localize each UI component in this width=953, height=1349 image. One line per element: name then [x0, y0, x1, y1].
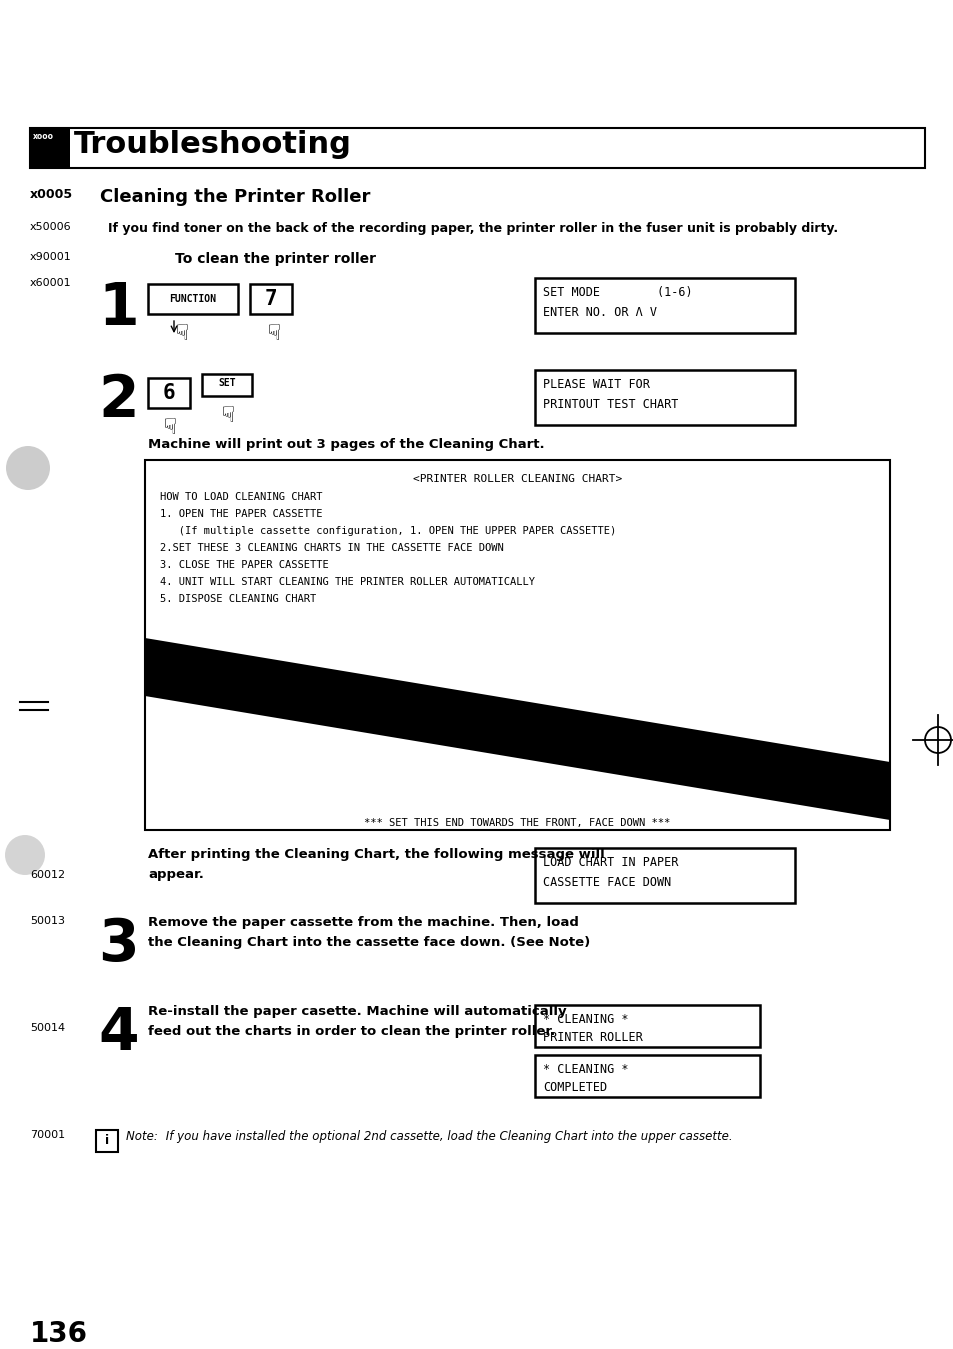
Text: appear.: appear. [148, 867, 204, 881]
Text: PLEASE WAIT FOR: PLEASE WAIT FOR [542, 378, 649, 391]
Text: 2.SET THESE 3 CLEANING CHARTS IN THE CASSETTE FACE DOWN: 2.SET THESE 3 CLEANING CHARTS IN THE CAS… [160, 544, 503, 553]
Text: * CLEANING *: * CLEANING * [542, 1063, 628, 1077]
Text: xooo: xooo [33, 132, 54, 142]
Text: PRINTOUT TEST CHART: PRINTOUT TEST CHART [542, 398, 678, 411]
Text: FUNCTION: FUNCTION [170, 294, 216, 304]
Text: ☞: ☞ [260, 322, 280, 343]
Bar [535, 278, 794, 333]
Text: 4: 4 [98, 1005, 138, 1062]
Text: x0005: x0005 [30, 188, 73, 201]
Text: If you have installed the optional 2nd cassette, load the Cleaning Chart into th: If you have installed the optional 2nd c… [162, 1130, 732, 1143]
Text: 5. DISPOSE CLEANING CHART: 5. DISPOSE CLEANING CHART [160, 594, 315, 604]
Text: ☞: ☞ [213, 403, 233, 424]
Bar [148, 285, 237, 314]
Bar [535, 1005, 760, 1047]
Text: x50006: x50006 [30, 223, 71, 232]
Bar [30, 128, 924, 169]
Text: 70001: 70001 [30, 1130, 65, 1140]
Bar [202, 374, 252, 397]
Bar [250, 285, 292, 314]
Text: Cleaning the Printer Roller: Cleaning the Printer Roller [100, 188, 370, 206]
Text: x60001: x60001 [30, 278, 71, 287]
Text: SET MODE        (1-6): SET MODE (1-6) [542, 286, 692, 299]
Text: LOAD CHART IN PAPER: LOAD CHART IN PAPER [542, 857, 678, 869]
Text: 2: 2 [98, 372, 138, 429]
Text: CASSETTE FACE DOWN: CASSETTE FACE DOWN [542, 876, 671, 889]
Text: COMPLETED: COMPLETED [542, 1081, 606, 1094]
Text: PRINTER ROLLER: PRINTER ROLLER [542, 1031, 642, 1044]
Text: 3: 3 [98, 916, 138, 973]
Text: ☞: ☞ [156, 415, 175, 436]
Polygon shape [145, 638, 889, 820]
Text: ENTER NO. OR Λ V: ENTER NO. OR Λ V [542, 306, 657, 318]
Text: 7: 7 [264, 289, 277, 309]
Text: * CLEANING *: * CLEANING * [542, 1013, 628, 1027]
Text: feed out the charts in order to clean the printer roller.: feed out the charts in order to clean th… [148, 1025, 555, 1037]
Bar [96, 1130, 118, 1152]
Text: *** SET THIS END TOWARDS THE FRONT, FACE DOWN ***: *** SET THIS END TOWARDS THE FRONT, FACE… [364, 817, 670, 828]
Circle shape [6, 447, 50, 490]
Text: Machine will print out 3 pages of the Cleaning Chart.: Machine will print out 3 pages of the Cl… [148, 438, 544, 451]
Text: 1: 1 [98, 281, 138, 337]
Text: 6: 6 [163, 383, 175, 403]
Text: 3. CLOSE THE PAPER CASSETTE: 3. CLOSE THE PAPER CASSETTE [160, 560, 329, 571]
Text: 60012: 60012 [30, 870, 65, 880]
Text: 4. UNIT WILL START CLEANING THE PRINTER ROLLER AUTOMATICALLY: 4. UNIT WILL START CLEANING THE PRINTER … [160, 577, 535, 587]
Bar [535, 849, 794, 902]
Text: 1. OPEN THE PAPER CASSETTE: 1. OPEN THE PAPER CASSETTE [160, 509, 322, 519]
Text: Remove the paper cassette from the machine. Then, load: Remove the paper cassette from the machi… [148, 916, 578, 929]
Text: (If multiple cassette configuration, 1. OPEN THE UPPER PAPER CASSETTE): (If multiple cassette configuration, 1. … [160, 526, 616, 536]
Bar [145, 460, 889, 830]
Circle shape [5, 835, 45, 876]
Bar [535, 1055, 760, 1097]
Text: <PRINTER ROLLER CLEANING CHART>: <PRINTER ROLLER CLEANING CHART> [413, 473, 621, 484]
Text: x90001: x90001 [30, 252, 71, 262]
Text: the Cleaning Chart into the cassette face down. (See Note): the Cleaning Chart into the cassette fac… [148, 936, 590, 948]
Text: 50013: 50013 [30, 916, 65, 925]
Text: To clean the printer roller: To clean the printer roller [174, 252, 375, 266]
Text: HOW TO LOAD CLEANING CHART: HOW TO LOAD CLEANING CHART [160, 492, 322, 502]
Text: If you find toner on the back of the recording paper, the printer roller in the : If you find toner on the back of the rec… [108, 223, 838, 235]
Text: i: i [105, 1135, 109, 1148]
Text: ☞: ☞ [168, 322, 188, 343]
Text: Troubleshooting: Troubleshooting [74, 130, 352, 159]
Text: 136: 136 [30, 1321, 88, 1348]
Text: Note:: Note: [126, 1130, 161, 1143]
Bar [30, 128, 70, 169]
Text: After printing the Cleaning Chart, the following message will: After printing the Cleaning Chart, the f… [148, 849, 604, 861]
Text: Re-install the paper casette. Machine will automatically: Re-install the paper casette. Machine wi… [148, 1005, 566, 1018]
Bar [148, 378, 190, 407]
Text: 50014: 50014 [30, 1023, 65, 1033]
Text: SET: SET [218, 378, 235, 389]
Bar [535, 370, 794, 425]
